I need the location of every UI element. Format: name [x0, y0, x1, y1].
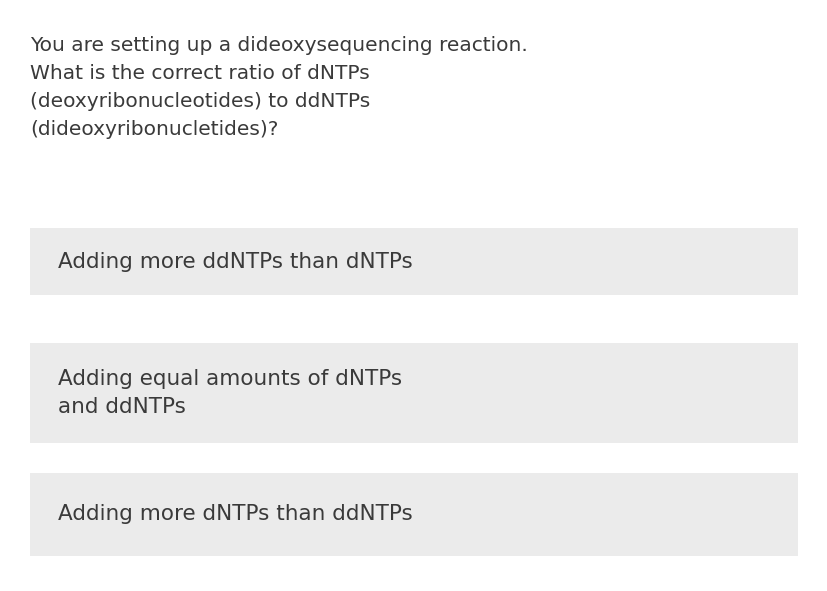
Text: Adding more dNTPs than ddNTPs: Adding more dNTPs than ddNTPs [58, 505, 412, 524]
FancyBboxPatch shape [30, 228, 797, 295]
FancyBboxPatch shape [30, 343, 797, 443]
Text: You are setting up a dideoxysequencing reaction.
What is the correct ratio of dN: You are setting up a dideoxysequencing r… [30, 36, 527, 139]
Text: Adding more ddNTPs than dNTPs: Adding more ddNTPs than dNTPs [58, 252, 412, 271]
FancyBboxPatch shape [30, 473, 797, 556]
Text: Adding equal amounts of dNTPs
and ddNTPs: Adding equal amounts of dNTPs and ddNTPs [58, 369, 402, 417]
